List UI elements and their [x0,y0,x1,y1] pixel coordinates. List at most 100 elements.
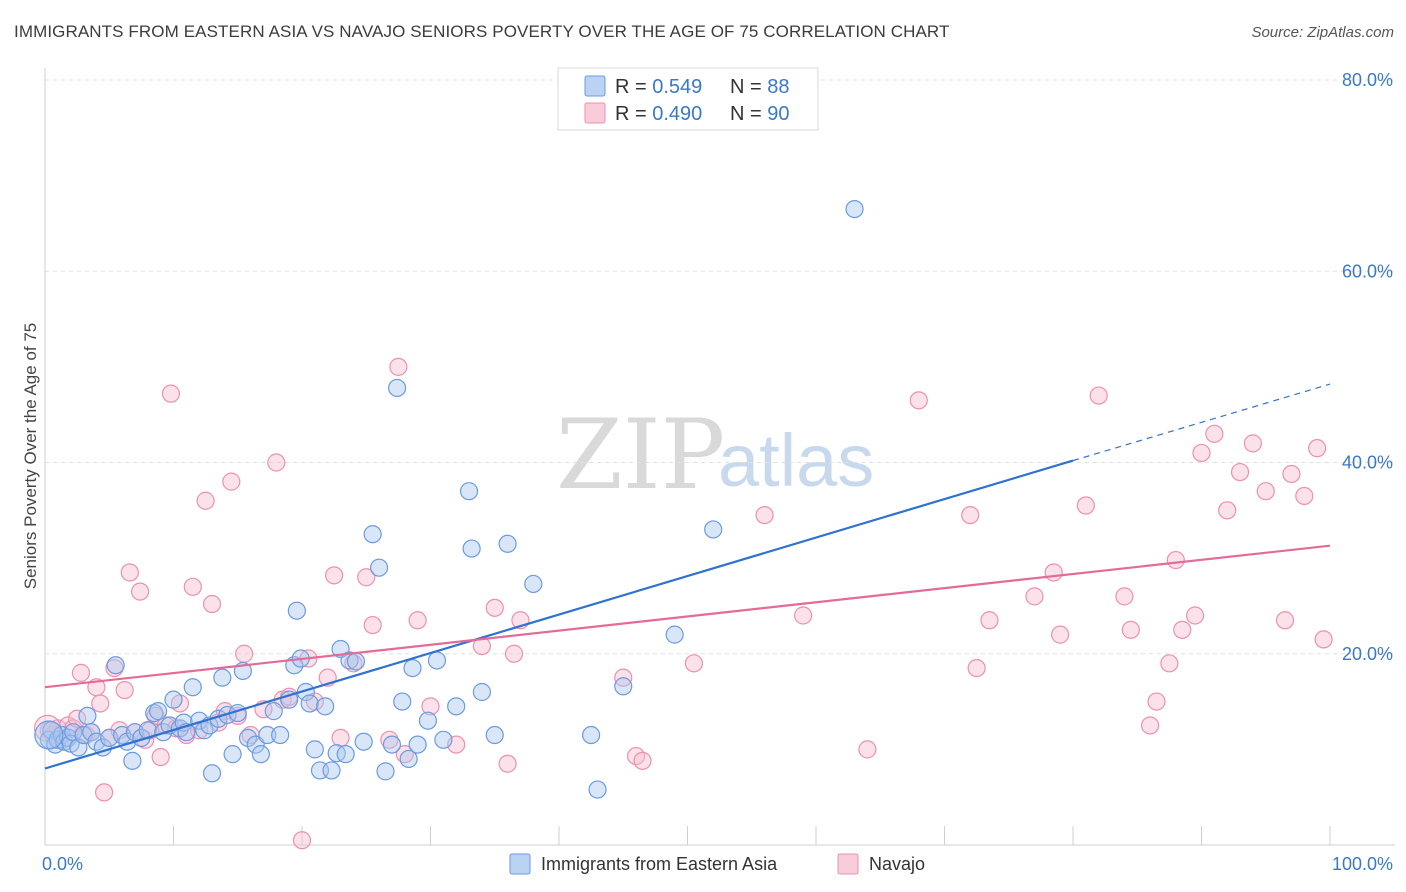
data-point [95,783,114,802]
data-point [267,453,286,472]
data-point [1121,620,1140,639]
data-point [130,582,150,601]
data-point [183,678,202,697]
y-tick-label: 80.0% [1342,70,1393,90]
legend-swatch-pink [584,102,606,124]
data-point [305,740,324,759]
data-point [370,558,389,577]
data-point [325,566,344,585]
data-point [82,723,101,742]
data-point [316,697,335,716]
data-point [1243,434,1263,453]
data-point [292,831,312,850]
data-point [704,520,723,539]
legend-n-value: 90 [767,103,789,125]
y-tick-label: 20.0% [1342,644,1393,664]
data-point [183,577,202,596]
data-point [614,677,633,696]
data-point [665,625,684,644]
data-point [164,690,183,709]
data-point [68,709,87,728]
data-point [387,378,407,398]
data-point [148,702,168,721]
watermark-atlas: atlas [718,419,874,502]
data-point [380,730,399,749]
data-point [858,740,877,759]
data-point [151,747,170,767]
data-point [1282,464,1301,484]
data-point [120,563,139,582]
data-point [1173,620,1192,639]
data-point [399,749,418,769]
data-point [845,199,864,219]
data-point [524,574,543,594]
data-point [504,644,524,663]
y-tick-label: 60.0% [1342,261,1393,281]
data-point [794,606,813,625]
correlation-legend: R = 0.549 N = 88 R = 0.490 N = 90 [557,67,819,131]
data-point [389,357,408,376]
legend-label-navajo: Navajo [869,854,925,874]
data-point [447,697,466,716]
y-tick-label: 40.0% [1342,453,1393,473]
data-point [498,754,517,773]
data-point [421,697,440,716]
data-point [1205,424,1224,443]
svg-text:N = 90: N = 90 [730,103,790,125]
data-point [1025,587,1044,606]
data-point [427,651,447,670]
svg-text:R = 0.490: R = 0.490 [615,103,702,125]
data-point [287,601,306,620]
series-legend: Immigrants from Eastern Asia Navajo [509,853,925,875]
legend-n-label: N = [730,103,767,125]
legend-r-label: R = [615,76,652,98]
data-point [582,725,601,745]
legend-r-value: 0.549 [652,76,702,98]
x-tick-labels: 0.0% 100.0% [42,854,1393,874]
data-point [485,598,504,617]
data-point [755,505,774,525]
data-point [106,656,125,675]
data-point [1192,443,1211,463]
data-point [346,652,366,671]
data-point [403,658,422,678]
data-point [1147,692,1166,711]
data-point [1314,630,1333,649]
data-point [1089,386,1108,405]
data-point [363,615,382,635]
data-point [376,762,395,781]
legend-r-value: 0.490 [652,103,702,125]
data-point [235,644,254,663]
trend-line-eastern-asia [44,459,1074,770]
data-point [91,694,110,713]
svg-text:R = 0.549: R = 0.549 [615,76,702,98]
data-point [1076,496,1095,515]
data-point [472,682,491,702]
eastern-asia-points [34,199,864,799]
data-point [202,594,222,614]
data-point [222,472,241,491]
data-point [357,568,376,587]
data-point [78,706,97,726]
y-tick-labels: 20.0% 40.0% 60.0% 80.0% [1342,70,1393,664]
data-point [967,658,986,678]
data-point [34,720,64,750]
x-tick-label: 0.0% [42,854,83,874]
data-point [909,391,928,410]
data-point [264,702,283,721]
data-point [1115,587,1134,606]
data-point [223,745,242,764]
data-point [354,732,373,751]
data-point [336,745,355,764]
data-point [71,663,91,682]
data-point [1044,563,1063,582]
data-point [633,751,652,770]
data-point [498,534,517,553]
legend-label-eastern-asia: Immigrants from Eastern Asia [541,854,778,874]
legend-r-label: R = [615,103,652,125]
data-point [280,690,299,709]
data-point [251,745,270,764]
data-point [408,611,427,630]
data-point [1218,501,1237,520]
